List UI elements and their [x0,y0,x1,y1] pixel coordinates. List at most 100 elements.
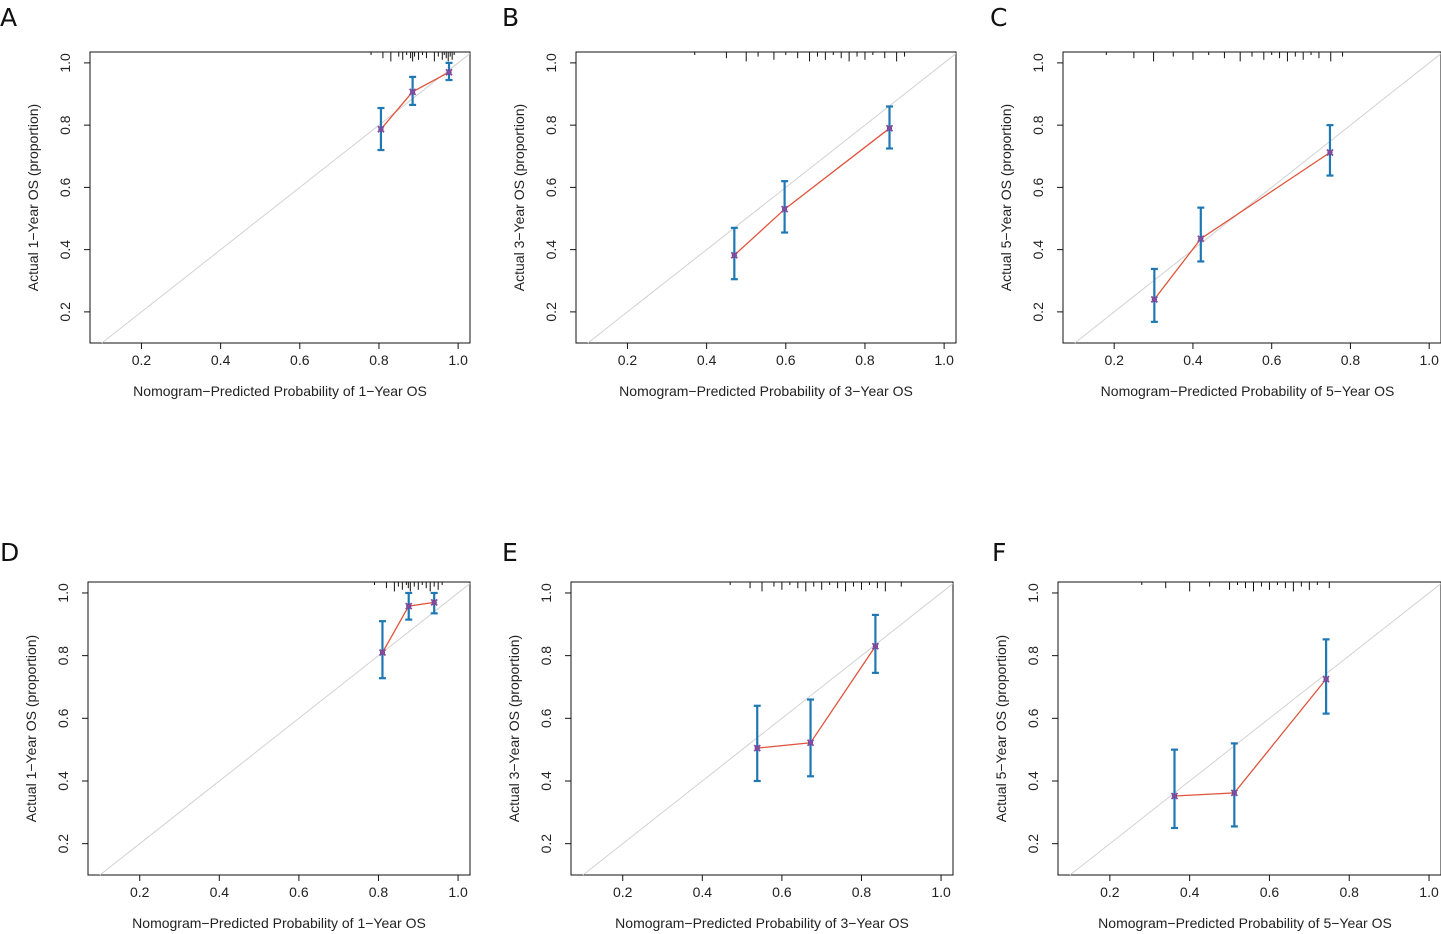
x-tick-label: 0.6 [772,884,792,900]
y-tick-label: 0.2 [57,302,73,322]
ideal-diagonal-line [1069,583,1441,876]
y-tick-label: 0.2 [55,834,71,854]
y-axis-title: Actual 1−Year OS (proportion) [25,104,41,291]
y-tick-label: 0.6 [1030,177,1046,197]
y-tick-label: 1.0 [57,53,73,73]
y-tick-label: 0.8 [55,646,71,666]
calibration-panel-e: E 0.2 0.4 0.6 0.8 1.0 0.2 0.4 0.6 0.8 1.0 Nomogram−… [502,538,954,931]
x-axis-title: Nomogram−Predicted Probability of 1−Year… [132,915,426,931]
calibration-panel-f: F 0.2 0.4 0.6 0.8 1.0 0.2 0.4 0.6 0.8 1.0 Nomogram−… [992,538,1441,931]
y-tick-label: 1.0 [538,583,554,603]
calibration-point [753,744,761,752]
y-axis-title: Actual 5−Year OS (proportion) [993,635,1009,822]
x-tick-label: 1.0 [1419,884,1439,900]
x-axis-title: Nomogram−Predicted Probability of 3−Year… [615,915,909,931]
y-tick-label: 0.6 [1025,708,1041,728]
x-tick-label: 0.4 [1180,884,1200,900]
x-tick-label: 0.2 [1104,352,1124,368]
y-axis-title: Actual 5−Year OS (proportion) [998,104,1014,291]
y-tick-label: 0.8 [57,115,73,135]
x-tick-label: 0.4 [1183,352,1203,368]
y-tick-label: 0.6 [57,177,73,197]
x-tick-label: 0.4 [693,884,713,900]
x-tick-label: 0.4 [697,352,717,368]
error-bar [1170,748,1178,830]
y-tick-label: 0.2 [543,302,559,322]
calibration-point [445,68,453,76]
calibration-point [405,602,413,610]
x-tick-label: 0.8 [852,884,872,900]
y-tick-label: 0.6 [543,177,559,197]
y-tick-label: 0.8 [1025,646,1041,666]
y-tick-label: 1.0 [543,53,559,73]
y-tick-label: 1.0 [55,583,71,603]
x-tick-label: 0.8 [1341,352,1361,368]
calibration-point [1170,792,1179,800]
ideal-diagonal-line [587,53,957,344]
x-tick-label: 0.8 [369,352,389,368]
x-tick-label: 0.8 [855,352,875,368]
calibration-panel-d: D 0.2 0.4 0.6 0.8 1.0 0.2 0.4 0.6 0.8 1.0 Nomogram−… [0,538,471,931]
plot-frame [89,51,471,344]
x-axis-title: Nomogram−Predicted Probability of 5−Year… [1098,915,1392,931]
error-bar [1197,206,1205,263]
calibration-line [733,127,890,256]
y-tick-label: 0.2 [1030,302,1046,322]
x-tick-label: 0.6 [290,352,310,368]
x-tick-label: 0.2 [618,352,638,368]
y-tick-label: 0.4 [543,240,559,260]
panel-letter: B [502,3,519,32]
y-tick-label: 0.4 [1030,240,1046,260]
calibration-point [885,124,894,132]
calibration-line [1153,151,1331,300]
x-tick-label: 0.2 [132,352,152,368]
x-tick-label: 0.2 [613,884,633,900]
calibration-point [1197,235,1205,243]
x-tick-label: 0.6 [776,352,796,368]
x-tick-label: 1.0 [931,884,951,900]
y-tick-label: 1.0 [1030,53,1046,73]
error-bar [378,620,386,680]
error-bar [1322,638,1330,715]
x-axis-title: Nomogram−Predicted Probability of 3−Year… [619,383,913,399]
panel-letter: D [0,538,19,567]
panel-letter: A [0,3,17,32]
y-axis-title: Actual 3−Year OS (proportion) [506,635,522,822]
calibration-point [377,125,385,133]
calibration-point [408,88,417,96]
x-tick-label: 1.0 [448,352,468,368]
calibration-point [780,205,789,213]
y-tick-label: 0.4 [57,240,73,260]
y-tick-label: 0.4 [538,771,554,791]
plot-frame [87,581,471,876]
y-tick-label: 0.2 [1025,834,1041,854]
calibration-panel-a: A 0.2 0.4 0.6 0.8 1.0 0.2 0.4 0.6 0.8 1.0 Nomogram−… [0,3,471,399]
calibration-point [1150,295,1158,304]
x-tick-label: 0.4 [211,352,231,368]
y-axis-title: Actual 1−Year OS (proportion) [23,635,39,822]
error-bar [753,704,761,783]
y-tick-label: 0.8 [543,115,559,135]
ideal-diagonal-line [101,53,471,344]
y-tick-label: 0.8 [538,646,554,666]
x-axis-title: Nomogram−Predicted Probability of 5−Year… [1101,383,1395,399]
calibration-panel-c: C 0.2 0.4 0.6 0.8 1.0 0.2 0.4 0.6 0.8 1.0 Nomogram−… [990,3,1441,399]
ideal-diagonal-line [582,583,954,876]
calibration-line [380,71,450,130]
calibration-point [378,648,387,657]
x-axis-title: Nomogram−Predicted Probability of 1−Year… [133,383,427,399]
calibration-point [1230,789,1238,797]
calibration-point [806,739,815,747]
y-tick-label: 0.2 [538,834,554,854]
calibration-point [1322,675,1330,683]
panel-letter: E [502,538,518,567]
x-tick-label: 0.6 [1260,884,1280,900]
y-tick-label: 0.4 [55,771,71,791]
error-bar [1150,267,1158,323]
ideal-diagonal-line [99,583,471,876]
y-axis-title: Actual 3−Year OS (proportion) [511,104,527,291]
y-tick-label: 1.0 [1025,583,1041,603]
x-tick-label: 1.0 [1419,352,1439,368]
y-tick-label: 0.6 [55,708,71,728]
